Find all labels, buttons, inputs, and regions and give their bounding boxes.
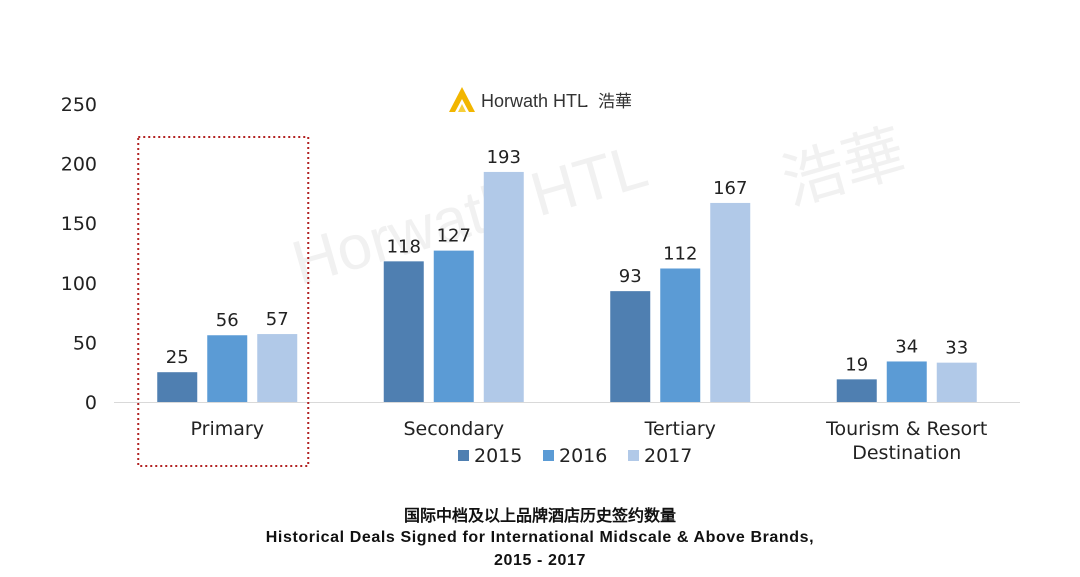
- legend-swatch: [628, 450, 639, 461]
- title-en-line1: Historical Deals Signed for Internationa…: [266, 529, 814, 546]
- bar: [257, 334, 298, 402]
- bar: [207, 335, 248, 402]
- bar: [433, 250, 474, 402]
- legend-label: 2016: [559, 445, 607, 467]
- data-label: 127: [437, 226, 471, 247]
- watermark: Horwath HTL 浩華: [285, 118, 913, 299]
- category-label: Tourism & Resort: [825, 418, 987, 440]
- y-tick-label: 250: [61, 94, 97, 116]
- y-tick-label: 200: [61, 154, 97, 176]
- category-label: Destination: [852, 442, 961, 464]
- bar: [836, 379, 877, 402]
- bar: [383, 261, 424, 402]
- legend: 2015 2016 2017: [458, 445, 692, 467]
- category-label: Secondary: [403, 418, 504, 440]
- logo-cn-text: 浩華: [598, 92, 632, 112]
- logo-mark-icon: [449, 87, 475, 112]
- data-label: 93: [619, 266, 642, 287]
- y-tick-label: 0: [85, 392, 97, 414]
- bar: [710, 202, 751, 402]
- bar: [936, 362, 977, 402]
- bar: [483, 171, 524, 402]
- title-cn: 国际中档及以上品牌酒店历史签约数量: [404, 506, 676, 525]
- highlight-box: [137, 136, 310, 467]
- data-labels: 25 56 57 118 127 193 93 112 167 19 34 33: [166, 147, 968, 375]
- data-label: 34: [895, 336, 918, 357]
- bar: [660, 268, 701, 402]
- title-en-line2: 2015 - 2017: [494, 552, 586, 569]
- legend-swatch: [543, 450, 554, 461]
- chart-title: 国际中档及以上品牌酒店历史签约数量 Historical Deals Signe…: [266, 506, 814, 569]
- category-labels: Primary Secondary Tertiary Tourism & Resort…: [191, 418, 988, 464]
- logo-suffix: .: [584, 91, 589, 111]
- data-label: 56: [216, 310, 239, 331]
- data-label: 112: [663, 243, 697, 264]
- data-label: 25: [166, 347, 189, 368]
- data-label: 57: [266, 309, 289, 330]
- legend-swatch: [458, 450, 469, 461]
- watermark-cn-text: 浩華: [775, 118, 913, 219]
- category-label: Primary: [191, 418, 264, 440]
- bar: [610, 291, 651, 402]
- y-tick-label: 100: [61, 273, 97, 295]
- data-label: 193: [487, 147, 521, 168]
- legend-label: 2017: [644, 445, 692, 467]
- y-tick-label: 150: [61, 213, 97, 235]
- data-label: 167: [713, 178, 747, 199]
- y-tick-label: 50: [73, 332, 97, 354]
- bars: [157, 171, 977, 402]
- legend-label: 2015: [474, 445, 522, 467]
- data-label: 118: [387, 236, 421, 257]
- y-axis-ticks: 0 50 100 150 200 250: [61, 94, 97, 414]
- data-label: 33: [945, 338, 968, 359]
- bar: [157, 372, 198, 402]
- data-label: 19: [845, 354, 868, 375]
- logo-text: Horwath HTL: [481, 91, 587, 111]
- bar: [886, 361, 927, 402]
- logo: Horwath HTL . 浩華: [449, 87, 632, 112]
- category-label: Tertiary: [644, 418, 716, 440]
